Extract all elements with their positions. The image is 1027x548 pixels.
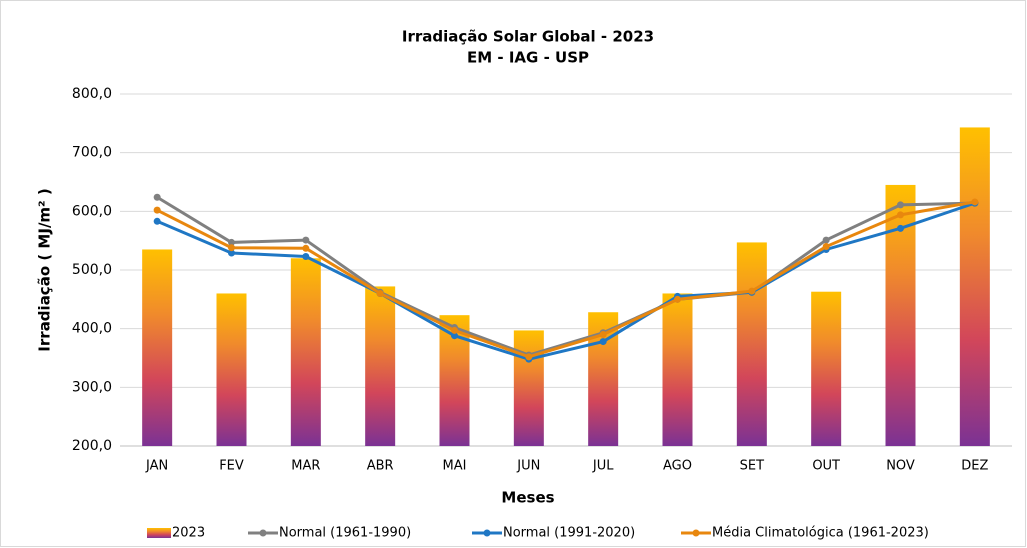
bar bbox=[736, 242, 767, 446]
point bbox=[897, 211, 904, 219]
line bbox=[156, 200, 976, 359]
legend-label: Normal (1991-2020) bbox=[503, 526, 635, 541]
point bbox=[748, 287, 756, 295]
point bbox=[525, 353, 533, 361]
x-tick-label: JAN bbox=[145, 459, 168, 474]
chart-title: Irradiação Solar Global - 2023 bbox=[402, 28, 654, 46]
y-tick-label: 600,0 bbox=[72, 203, 112, 219]
point bbox=[599, 338, 607, 346]
point bbox=[451, 332, 458, 340]
x-tick-label: OUT bbox=[812, 459, 840, 474]
point bbox=[302, 244, 310, 252]
x-tick-label: JUN bbox=[516, 459, 540, 474]
y-tick-label: 200,0 bbox=[72, 438, 112, 454]
x-tick-label: ABR bbox=[367, 459, 394, 474]
legend-label: Média Climatológica (1961-2023) bbox=[712, 526, 929, 541]
chart-subtitle: EM - IAG - USP bbox=[467, 49, 589, 67]
point bbox=[228, 238, 235, 246]
x-tick-label: DEZ bbox=[961, 459, 988, 474]
x-axis-title: Meses bbox=[501, 489, 554, 507]
bar bbox=[216, 293, 247, 446]
x-tick-label: MAI bbox=[443, 459, 467, 474]
x-tick-label: SET bbox=[740, 459, 764, 474]
legend-marker bbox=[692, 529, 700, 537]
x-tick-label: JUL bbox=[592, 459, 614, 474]
bar bbox=[959, 127, 990, 446]
y-tick-label: 300,0 bbox=[72, 379, 112, 395]
bar bbox=[290, 258, 321, 446]
legend-label: Normal (1961-1990) bbox=[279, 526, 411, 541]
point bbox=[302, 236, 310, 244]
point bbox=[302, 253, 310, 261]
line bbox=[156, 195, 975, 357]
y-tick-label: 500,0 bbox=[72, 262, 112, 278]
bar bbox=[513, 330, 544, 446]
x-tick-label: MAR bbox=[291, 459, 320, 474]
y-tick-label: 400,0 bbox=[72, 321, 112, 337]
point bbox=[376, 289, 384, 297]
legend-marker bbox=[259, 529, 267, 537]
point bbox=[153, 193, 161, 201]
bar bbox=[365, 286, 396, 446]
y-tick-label: 800,0 bbox=[72, 86, 112, 102]
bar bbox=[662, 293, 693, 446]
legend-marker bbox=[483, 529, 491, 537]
point bbox=[228, 249, 235, 257]
y-tick-label: 700,0 bbox=[72, 145, 112, 161]
point bbox=[822, 243, 830, 251]
legend-label: 2023 bbox=[172, 526, 205, 541]
point bbox=[897, 201, 904, 209]
y-axis-title: Irradiação ( MJ/m² ) bbox=[36, 188, 54, 351]
bar bbox=[811, 291, 842, 446]
point bbox=[153, 217, 161, 225]
point bbox=[153, 206, 161, 214]
point bbox=[674, 295, 681, 303]
point bbox=[971, 198, 979, 206]
x-tick-label: NOV bbox=[886, 459, 915, 474]
x-tick-label: FEV bbox=[219, 459, 244, 474]
point bbox=[451, 326, 458, 334]
point bbox=[599, 331, 607, 339]
point bbox=[228, 244, 235, 252]
x-tick-label: AGO bbox=[663, 459, 692, 474]
legend-swatch bbox=[147, 528, 171, 538]
point bbox=[897, 224, 904, 232]
bar bbox=[142, 249, 173, 446]
point bbox=[822, 236, 830, 244]
line bbox=[156, 201, 976, 361]
